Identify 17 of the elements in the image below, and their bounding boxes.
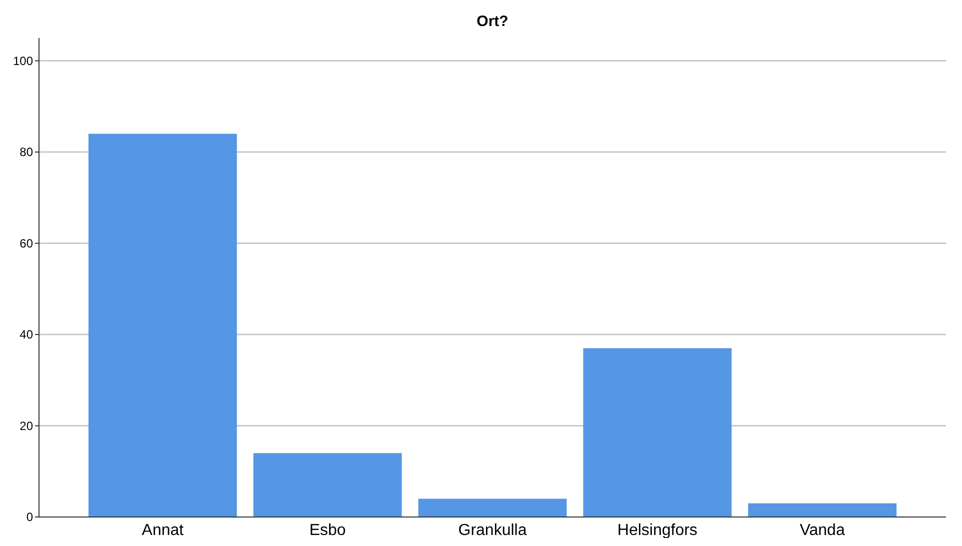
- x-tick-label: Annat: [142, 522, 184, 539]
- bar: [748, 503, 897, 517]
- x-tick-label: Esbo: [309, 522, 346, 539]
- y-tick-label: 20: [20, 418, 34, 433]
- y-tick-label: 0: [26, 510, 34, 524]
- y-tick-label: 80: [20, 145, 34, 160]
- x-tick-label: Helsingfors: [617, 522, 698, 539]
- x-tick-label: Grankulla: [458, 522, 527, 539]
- y-tick-label: 40: [20, 328, 34, 342]
- bar: [88, 134, 237, 517]
- bar: [418, 498, 567, 517]
- y-tick-label: 100: [12, 54, 34, 68]
- chart-title: Ort?: [476, 13, 508, 30]
- x-tick-label: Vanda: [800, 522, 845, 539]
- bar: [253, 453, 402, 517]
- bar: [583, 348, 732, 517]
- y-tick-label: 60: [20, 236, 34, 250]
